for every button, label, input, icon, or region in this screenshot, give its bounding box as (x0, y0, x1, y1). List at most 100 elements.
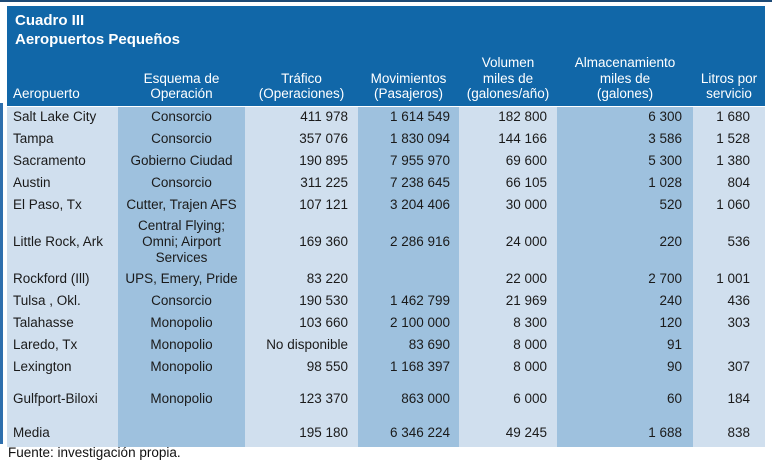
cell-trafico: 411 978 (245, 106, 358, 128)
table-number: Cuadro III (15, 12, 85, 29)
cell-almacenamiento: 520 (557, 194, 693, 216)
table-row: Little Rock, Ark Central Flying; Omni; A… (7, 216, 765, 268)
cell-esquema (118, 419, 245, 447)
cell-almacenamiento: 220 (557, 216, 693, 268)
cell-volumen: 69 600 (459, 150, 557, 172)
cell-litros: 307 (693, 356, 765, 378)
cell-movimientos: 2 286 916 (358, 216, 459, 268)
cell-volumen: 30 000 (459, 194, 557, 216)
cell-volumen: 182 800 (459, 106, 557, 128)
cell-aeropuerto: Little Rock, Ark (7, 216, 118, 268)
col-header-volumen: Volumen miles de (galones/año) (459, 55, 557, 107)
cell-aeropuerto: Media (7, 419, 118, 447)
outer-frame-left-border (0, 103, 3, 444)
cell-movimientos: 83 690 (358, 334, 459, 356)
cell-esquema: UPS, Emery, Pride (118, 268, 245, 290)
cell-volumen: 8 300 (459, 312, 557, 334)
table-row: Media 195 180 6 346 224 49 245 1 688 838 (7, 419, 765, 447)
cell-movimientos: 2 100 000 (358, 312, 459, 334)
cell-aeropuerto: Austin (7, 172, 118, 194)
cell-almacenamiento: 1 688 (557, 419, 693, 447)
cell-movimientos: 6 346 224 (358, 419, 459, 447)
cell-movimientos: 1 830 094 (358, 128, 459, 150)
cell-trafico: 169 360 (245, 216, 358, 268)
cell-trafico: 190 530 (245, 290, 358, 312)
cell-esquema: Consorcio (118, 290, 245, 312)
cell-movimientos: 7 955 970 (358, 150, 459, 172)
col-header-aeropuerto: Aeropuerto (7, 55, 118, 107)
cell-movimientos: 1 614 549 (358, 106, 459, 128)
col-header-movimientos: Movimientos (Pasajeros) (358, 55, 459, 107)
cell-almacenamiento: 90 (557, 356, 693, 378)
table-row: Talahasse Monopolio 103 660 2 100 000 8 … (7, 312, 765, 334)
col-header-trafico: Tráfico (Operaciones) (245, 55, 358, 107)
cell-trafico: 107 121 (245, 194, 358, 216)
cell-trafico: 311 225 (245, 172, 358, 194)
cell-trafico: 357 076 (245, 128, 358, 150)
cell-almacenamiento: 1 028 (557, 172, 693, 194)
cell-litros: 184 (693, 378, 765, 419)
cell-almacenamiento: 91 (557, 334, 693, 356)
cell-volumen: 6 000 (459, 378, 557, 419)
cell-trafico: 195 180 (245, 419, 358, 447)
cell-trafico: 190 895 (245, 150, 358, 172)
cell-almacenamiento: 60 (557, 378, 693, 419)
source-note: Fuente: investigación propia. (8, 445, 181, 460)
table-row: Austin Consorcio 311 225 7 238 645 66 10… (7, 172, 765, 194)
cell-aeropuerto: Rockford (Ill) (7, 268, 118, 290)
cell-almacenamiento: 120 (557, 312, 693, 334)
cell-esquema: Cutter, Trajen AFS (118, 194, 245, 216)
cell-aeropuerto: Tampa (7, 128, 118, 150)
cell-volumen: 24 000 (459, 216, 557, 268)
cell-volumen: 8 000 (459, 356, 557, 378)
table-row: Sacramento Gobierno Ciudad 190 895 7 955… (7, 150, 765, 172)
cell-esquema: Monopolio (118, 378, 245, 419)
cell-aeropuerto: Gulfport-Biloxi (7, 378, 118, 419)
cell-aeropuerto: Salt Lake City (7, 106, 118, 128)
col-header-litros: Litros por servicio (693, 55, 765, 107)
col-header-esquema: Esquema de Operación (118, 55, 245, 107)
table-row: Gulfport-Biloxi Monopolio 123 370 863 00… (7, 378, 765, 419)
table-row: Laredo, Tx Monopolio No disponible 83 69… (7, 334, 765, 356)
cell-trafico: 83 220 (245, 268, 358, 290)
cell-aeropuerto: Laredo, Tx (7, 334, 118, 356)
cell-aeropuerto: Lexington (7, 356, 118, 378)
table-body: Salt Lake City Consorcio 411 978 1 614 5… (7, 106, 765, 447)
cell-litros: 1 528 (693, 128, 765, 150)
cell-aeropuerto: Talahasse (7, 312, 118, 334)
cell-movimientos: 863 000 (358, 378, 459, 419)
cell-litros: 536 (693, 216, 765, 268)
cell-litros: 1 001 (693, 268, 765, 290)
table-row: Lexington Monopolio 98 550 1 168 397 8 0… (7, 356, 765, 378)
cell-litros: 436 (693, 290, 765, 312)
cell-esquema: Monopolio (118, 356, 245, 378)
cell-volumen: 8 000 (459, 334, 557, 356)
cell-almacenamiento: 6 300 (557, 106, 693, 128)
cell-almacenamiento: 240 (557, 290, 693, 312)
table-header: Cuadro III Aeropuertos Pequeños Aeropuer… (7, 6, 765, 107)
cell-litros: 1 680 (693, 106, 765, 128)
cell-esquema: Consorcio (118, 128, 245, 150)
cell-aeropuerto: Sacramento (7, 150, 118, 172)
cell-movimientos: 7 238 645 (358, 172, 459, 194)
cell-esquema: Consorcio (118, 172, 245, 194)
table-row: Tulsa , Okl. Consorcio 190 530 1 462 799… (7, 290, 765, 312)
table-subtitle: Aeropuertos Pequeños (15, 31, 181, 48)
cell-volumen: 21 969 (459, 290, 557, 312)
cell-esquema: Consorcio (118, 106, 245, 128)
cell-trafico: No disponible (245, 334, 358, 356)
cell-trafico: 103 660 (245, 312, 358, 334)
title-row: Cuadro III Aeropuertos Pequeños (7, 6, 765, 55)
cell-litros: 1 060 (693, 194, 765, 216)
cell-volumen: 144 166 (459, 128, 557, 150)
cell-esquema: Monopolio (118, 334, 245, 356)
table-title-block: Cuadro III Aeropuertos Pequeños (7, 6, 765, 55)
cell-litros: 1 380 (693, 150, 765, 172)
cell-movimientos (358, 268, 459, 290)
cell-esquema: Central Flying; Omni; Airport Services (118, 216, 245, 268)
cell-almacenamiento: 2 700 (557, 268, 693, 290)
col-header-almacenamiento: Almacenamiento miles de (galones) (557, 55, 693, 107)
cell-movimientos: 1 168 397 (358, 356, 459, 378)
table-row: El Paso, Tx Cutter, Trajen AFS 107 121 3… (7, 194, 765, 216)
